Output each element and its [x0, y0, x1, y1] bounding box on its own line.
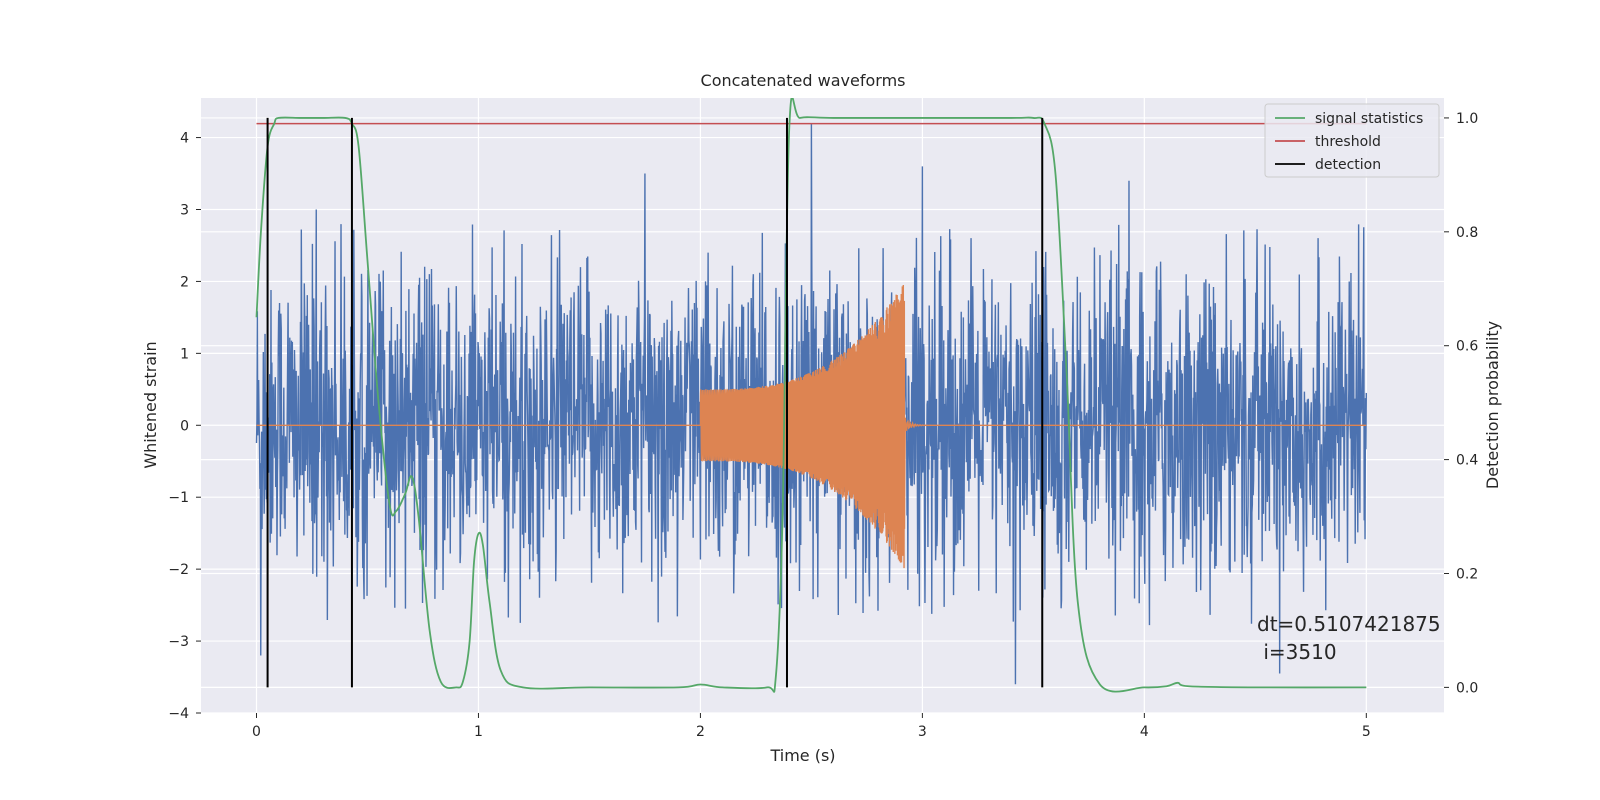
y-tick-label: −4 — [168, 706, 189, 722]
legend: signal statistics threshold detection — [1264, 103, 1440, 178]
annotation-line: dt=0.5107421875 — [1257, 612, 1441, 636]
annotation-line: i=3510 — [1257, 640, 1337, 664]
y-tick-label: 1 — [180, 346, 189, 362]
y-axis-label: Whitened strain — [141, 341, 160, 468]
chart-title: Concatenated waveforms — [701, 71, 906, 90]
y2-tick-label: 0.2 — [1456, 566, 1478, 582]
x-tick-label: 3 — [918, 724, 927, 740]
y-tick-label: 4 — [180, 131, 189, 147]
x-tick-label: 5 — [1362, 724, 1371, 740]
x-tick-label: 0 — [252, 724, 261, 740]
y-tick-label: 3 — [180, 202, 189, 218]
y2-tick-label: 0.4 — [1456, 453, 1478, 469]
y2-tick-label: 0.0 — [1456, 680, 1478, 696]
x-tick-label: 2 — [696, 724, 705, 740]
y2-axis-label: Detection probability — [1483, 321, 1502, 489]
y2-tick-label: 1.0 — [1456, 111, 1478, 127]
stats-annotation: dt=0.5107421875 i=3510 — [1257, 612, 1441, 664]
legend-label: detection — [1315, 157, 1381, 173]
series-line-signal-statistics — [255, 98, 1367, 693]
y-tick-label: −3 — [168, 634, 189, 650]
y-tick-label: 0 — [180, 418, 189, 434]
x-tick-label: 4 — [1140, 724, 1149, 740]
legend-label: signal statistics — [1315, 111, 1423, 127]
y2-tick-label: 0.8 — [1456, 225, 1478, 241]
y-tick-label: 2 — [180, 274, 189, 290]
legend-box — [1264, 103, 1440, 178]
x-axis-label: Time (s) — [769, 746, 835, 765]
x-tick-label: 1 — [474, 724, 483, 740]
legend-label: threshold — [1315, 134, 1381, 150]
y-tick-label: −2 — [168, 562, 189, 578]
y2-tick-label: 0.6 — [1456, 339, 1478, 355]
series-line-injection — [256, 284, 1367, 569]
y-tick-label: −1 — [168, 490, 189, 506]
